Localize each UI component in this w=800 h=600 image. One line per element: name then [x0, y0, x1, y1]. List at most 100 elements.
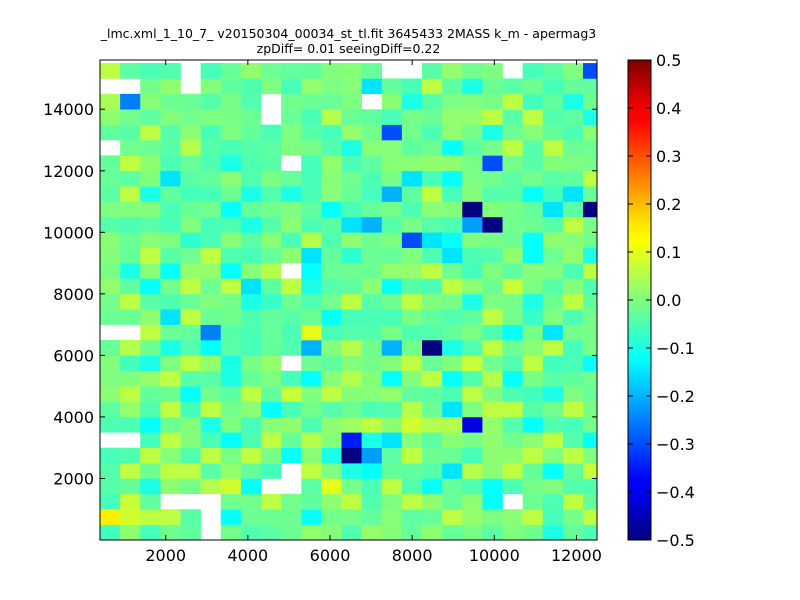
heatmap-cell — [401, 293, 423, 310]
heatmap-cell — [341, 524, 362, 541]
heatmap-cell — [321, 386, 342, 402]
colorbar: 0.5 0.4 0.3 0.2 0.1 0.0 −0.1 −0.2 −0.3 −0.4 −0.5 — [627, 51, 695, 550]
heatmap-cell — [140, 324, 161, 341]
heatmap-cell — [583, 432, 598, 448]
heatmap-cell — [160, 186, 181, 202]
heatmap-cell — [140, 478, 161, 495]
heatmap-cell — [381, 509, 403, 525]
heatmap-cell — [361, 478, 383, 495]
heatmap-cell — [341, 340, 362, 356]
heatmap-cell — [542, 309, 564, 325]
heatmap-cell — [361, 447, 383, 464]
heatmap-cell — [522, 370, 544, 387]
y-tick-label: 6000 — [53, 346, 94, 365]
heatmap-cell — [261, 416, 282, 433]
heatmap-cell — [381, 170, 403, 187]
heatmap-cell — [281, 63, 302, 79]
heatmap-cell — [180, 247, 201, 264]
heatmap-cell — [341, 216, 362, 233]
heatmap-cell — [401, 170, 423, 187]
heatmap-cell — [180, 355, 201, 372]
heatmap-cell — [220, 201, 242, 218]
heatmap-cell — [562, 386, 584, 402]
heatmap-cell — [261, 63, 282, 79]
heatmap-cell — [361, 278, 383, 295]
heatmap-cell — [240, 478, 262, 495]
heatmap-cell — [240, 63, 262, 79]
heatmap-cell — [502, 370, 523, 387]
heatmap-cell — [100, 232, 121, 248]
heatmap-cell — [100, 170, 121, 187]
heatmap-cell — [200, 401, 222, 418]
heatmap-cell — [180, 155, 201, 172]
heatmap-cell — [482, 78, 503, 95]
heatmap-cell — [522, 432, 544, 448]
heatmap-cell — [160, 247, 181, 264]
heatmap-cell — [120, 247, 141, 264]
heatmap-cell — [160, 509, 181, 525]
heatmap-cell — [401, 216, 423, 233]
heatmap-cell — [200, 386, 222, 402]
heatmap-cell — [562, 170, 584, 187]
heatmap-cell — [422, 155, 443, 172]
x-tick-label: 12000 — [551, 546, 602, 565]
heatmap-cell — [562, 247, 584, 264]
heatmap-cell — [281, 340, 302, 356]
heatmap-cell — [200, 247, 222, 264]
heatmap-cell — [381, 109, 403, 125]
heatmap-cell — [100, 401, 121, 418]
y-tick-label: 12000 — [43, 162, 94, 181]
heatmap-cell — [160, 324, 181, 341]
heatmap-cell — [482, 524, 503, 541]
heatmap-cell — [422, 509, 443, 525]
heatmap-cell — [562, 216, 584, 233]
heatmap-cell — [583, 186, 598, 202]
heatmap-cell — [180, 463, 201, 479]
heatmap-cell — [442, 401, 463, 418]
heatmap-cell — [220, 416, 242, 433]
heatmap-cell — [120, 370, 141, 387]
heatmap-cell — [100, 309, 121, 325]
heatmap-cell — [522, 186, 544, 202]
heatmap-cell — [261, 201, 282, 218]
heatmap-cell — [583, 509, 598, 525]
heatmap-cell — [341, 109, 362, 125]
heatmap-cell — [361, 263, 383, 279]
heatmap-cell — [542, 78, 564, 95]
colorbar-tick-label: 0.2 — [656, 195, 681, 214]
heatmap-cells — [100, 63, 598, 541]
heatmap-cell — [200, 293, 222, 310]
heatmap-cell — [321, 416, 342, 433]
heatmap-cell — [482, 109, 503, 125]
heatmap-cell — [562, 524, 584, 541]
heatmap-cell — [100, 509, 121, 525]
heatmap-cell — [422, 201, 443, 218]
heatmap-cell — [583, 447, 598, 464]
heatmap-cell — [583, 201, 598, 218]
heatmap-cell — [401, 247, 423, 264]
heatmap-cell — [220, 432, 242, 448]
heatmap-cell — [100, 370, 121, 387]
heatmap-cell — [522, 386, 544, 402]
heatmap-cell — [381, 493, 403, 510]
colorbar-tick-label: 0.1 — [656, 243, 681, 262]
heatmap-cell — [361, 355, 383, 372]
heatmap-cell — [361, 201, 383, 218]
heatmap-cell — [140, 216, 161, 233]
heatmap-cell — [120, 232, 141, 248]
heatmap-cell — [240, 155, 262, 172]
heatmap-cell — [502, 340, 523, 356]
heatmap-cell — [301, 401, 322, 418]
heatmap-cell — [200, 78, 222, 95]
heatmap-cell — [482, 340, 503, 356]
heatmap-cell — [562, 93, 584, 110]
heatmap-cell — [120, 63, 141, 79]
heatmap-cell — [542, 155, 564, 172]
chart-subtitle: zpDiff= 0.01 seeingDiff=0.22 — [256, 41, 441, 56]
heatmap-cell — [401, 155, 423, 172]
heatmap-cell — [401, 463, 423, 479]
heatmap-cell — [583, 63, 598, 79]
heatmap-cell — [522, 263, 544, 279]
heatmap-cell — [200, 155, 222, 172]
heatmap-cell — [261, 186, 282, 202]
